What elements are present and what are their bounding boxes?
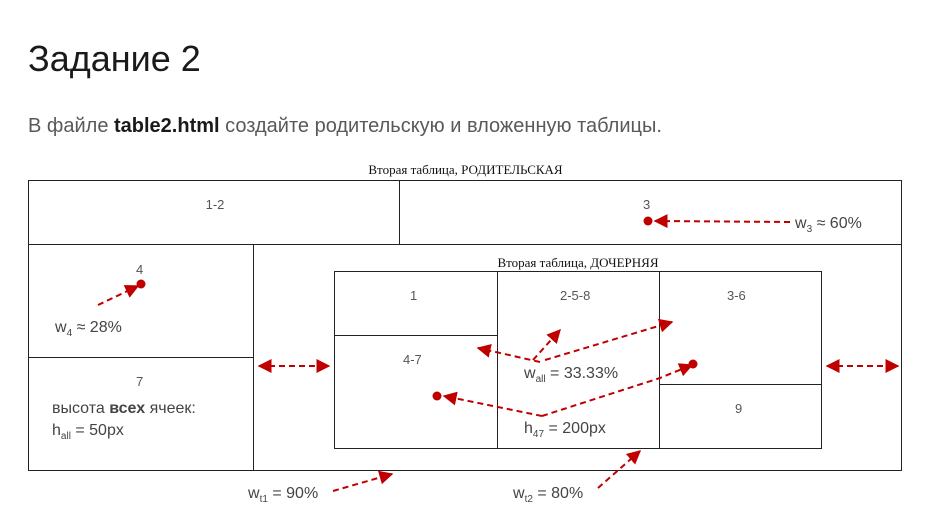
annotation-w3: w3 ≈ 60% [795, 215, 862, 236]
marker-dot-4-7 [432, 391, 442, 401]
page-title: Задание 2 [28, 38, 201, 79]
marker-dot-3 [643, 216, 653, 226]
annotation-wt2: wt2 = 80% [513, 485, 584, 506]
filename: table2.html [114, 115, 220, 137]
arrow-h47-2 [541, 363, 694, 417]
child-table-caption: Вторая таблица, ДОЧЕРНЯЯ [497, 255, 659, 270]
arrow-wall-3 [544, 318, 674, 361]
task-description: В файле table2.html создайте родительску… [28, 115, 662, 138]
marker-dot-3-6 [688, 359, 698, 369]
arrow-w3 [653, 214, 791, 229]
child-cell-label-4-7: 4-7 [403, 352, 422, 367]
parent-table-caption: Вторая таблица, РОДИТЕЛЬСКАЯ [368, 162, 563, 177]
cell-label-1-2: 1-2 [205, 197, 225, 212]
annotation-w4: w4 ≈ 28% [55, 319, 122, 340]
annotation-hall: hall = 50px [52, 422, 124, 443]
annotation-wt1: wt1 = 90% [248, 485, 319, 506]
cell-label-3: 3 [643, 197, 651, 212]
arrow-wall-1 [476, 343, 541, 363]
marker-dot-4 [136, 279, 146, 289]
child-cell-label-9: 9 [735, 401, 743, 416]
annotation-wall: wall = 33.33% [524, 365, 619, 386]
cell-label-7: 7 [136, 374, 144, 389]
cell-label-4: 4 [136, 262, 144, 277]
arrow-wt1 [332, 470, 394, 492]
subtitle-post: создайте родительскую и вложенную таблиц… [219, 115, 662, 137]
annotation-height-note: высота всех ячеек: [52, 400, 196, 417]
child-cell-label-1: 1 [410, 288, 418, 303]
cell-2-5-8-container [253, 244, 902, 471]
child-cell-label-3-6: 3-6 [727, 288, 746, 303]
child-cell-9: 9 [659, 384, 822, 449]
arrow-wall-2 [532, 328, 561, 361]
annotation-h47: h47 = 200px [524, 420, 606, 441]
subtitle-pre: В файле [28, 115, 114, 137]
arrow-wt2 [597, 450, 642, 489]
child-cell-label-2-5-8: 2-5-8 [560, 288, 591, 303]
arrow-w4 [97, 285, 140, 306]
arrow-h47-1 [442, 391, 543, 417]
